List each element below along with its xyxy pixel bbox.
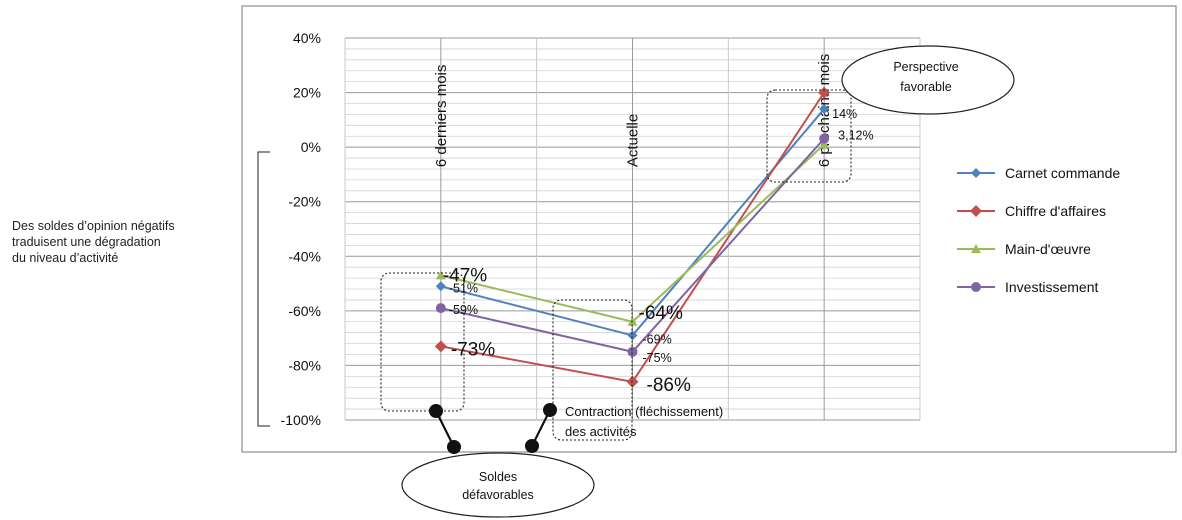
marker-x-dot xyxy=(819,133,830,144)
y-tick-label: 40% xyxy=(293,30,321,46)
y-tick-label: 0% xyxy=(301,139,321,155)
legend-entry: Main-d'œuvre xyxy=(1005,241,1091,257)
data-label: 3,12% xyxy=(838,129,873,143)
marker-diamond xyxy=(627,330,638,341)
legend-entry: Carnet commande xyxy=(1005,165,1120,181)
connector-dot xyxy=(525,439,539,453)
marker-square xyxy=(434,340,447,353)
bubble-favorable-line1: Perspective xyxy=(893,60,958,74)
highlight-box-6-prochains-mois xyxy=(766,89,852,183)
highlight-box-6-derniers-mois xyxy=(380,272,465,412)
contraction-line2: des activités xyxy=(565,424,637,439)
bubble-soldes-defavorables xyxy=(401,452,595,518)
marker-diamond xyxy=(819,103,830,114)
highlight-box-actuelle xyxy=(552,299,633,441)
y-tick-label: -100% xyxy=(281,412,321,428)
series-markers xyxy=(434,86,831,388)
y-tick-label: -60% xyxy=(288,303,321,319)
data-label: -47% xyxy=(443,265,487,286)
y-tick-label: 20% xyxy=(293,85,321,101)
marker-x xyxy=(627,346,638,357)
data-label: -59% xyxy=(449,303,478,317)
data-label: -73% xyxy=(451,339,495,360)
side-note-line1: Des soldes d’opinion négatifs xyxy=(12,219,175,233)
legend: Carnet commande Chiffre d'affaires Main-d'… xyxy=(957,165,1120,295)
defavorable-connectors xyxy=(429,403,557,454)
marker-x-dot xyxy=(435,303,446,314)
legend-entry: Investissement xyxy=(1005,279,1098,295)
y-tick-label: -20% xyxy=(288,194,321,210)
data-label: -69% xyxy=(643,332,672,346)
y-tick-label: -80% xyxy=(288,357,321,373)
marker-triangle xyxy=(435,270,446,280)
data-label: -64% xyxy=(639,303,683,324)
marker-x-dot xyxy=(971,282,981,292)
contraction-line1: Contraction (fléchissement) xyxy=(565,404,723,419)
marker-x xyxy=(435,303,446,314)
category-label: 6 derniers mois xyxy=(433,65,450,168)
data-label: -75% xyxy=(643,351,672,365)
connector-dot xyxy=(429,404,443,418)
y-axis-tick-labels: 40% 20% 0% -20% -40% -60% -80% -100% xyxy=(281,30,321,428)
marker-triangle xyxy=(971,244,981,253)
side-note: Des soldes d’opinion négatifs traduisent… xyxy=(12,218,252,266)
marker-x xyxy=(971,282,981,292)
marker-diamond xyxy=(435,281,446,292)
data-label: -86% xyxy=(647,375,691,396)
bubble-defavorable-line1: Soldes xyxy=(479,470,517,484)
marker-triangle xyxy=(819,139,830,149)
category-label: Actuelle xyxy=(625,114,642,167)
connector-dot xyxy=(447,440,461,454)
bubble-defavorable-line2: défavorables xyxy=(462,488,534,502)
chart-frame xyxy=(241,5,1177,453)
marker-x-dot xyxy=(627,346,638,357)
marker-x xyxy=(819,133,830,144)
legend-entry: Chiffre d'affaires xyxy=(1005,203,1106,219)
data-label: 14% xyxy=(832,107,857,121)
connector-dot xyxy=(543,403,557,417)
side-note-line3: du niveau d’activité xyxy=(12,251,119,265)
side-bracket xyxy=(257,151,270,427)
side-note-line2: traduisent une dégradation xyxy=(12,235,161,249)
marker-diamond xyxy=(971,168,981,178)
bubble-perspective-favorable xyxy=(841,45,1015,115)
bubble-favorable-line2: favorable xyxy=(900,80,951,94)
data-label: -51% xyxy=(449,281,478,295)
marker-square xyxy=(970,205,982,217)
y-tick-label: -40% xyxy=(288,248,321,264)
